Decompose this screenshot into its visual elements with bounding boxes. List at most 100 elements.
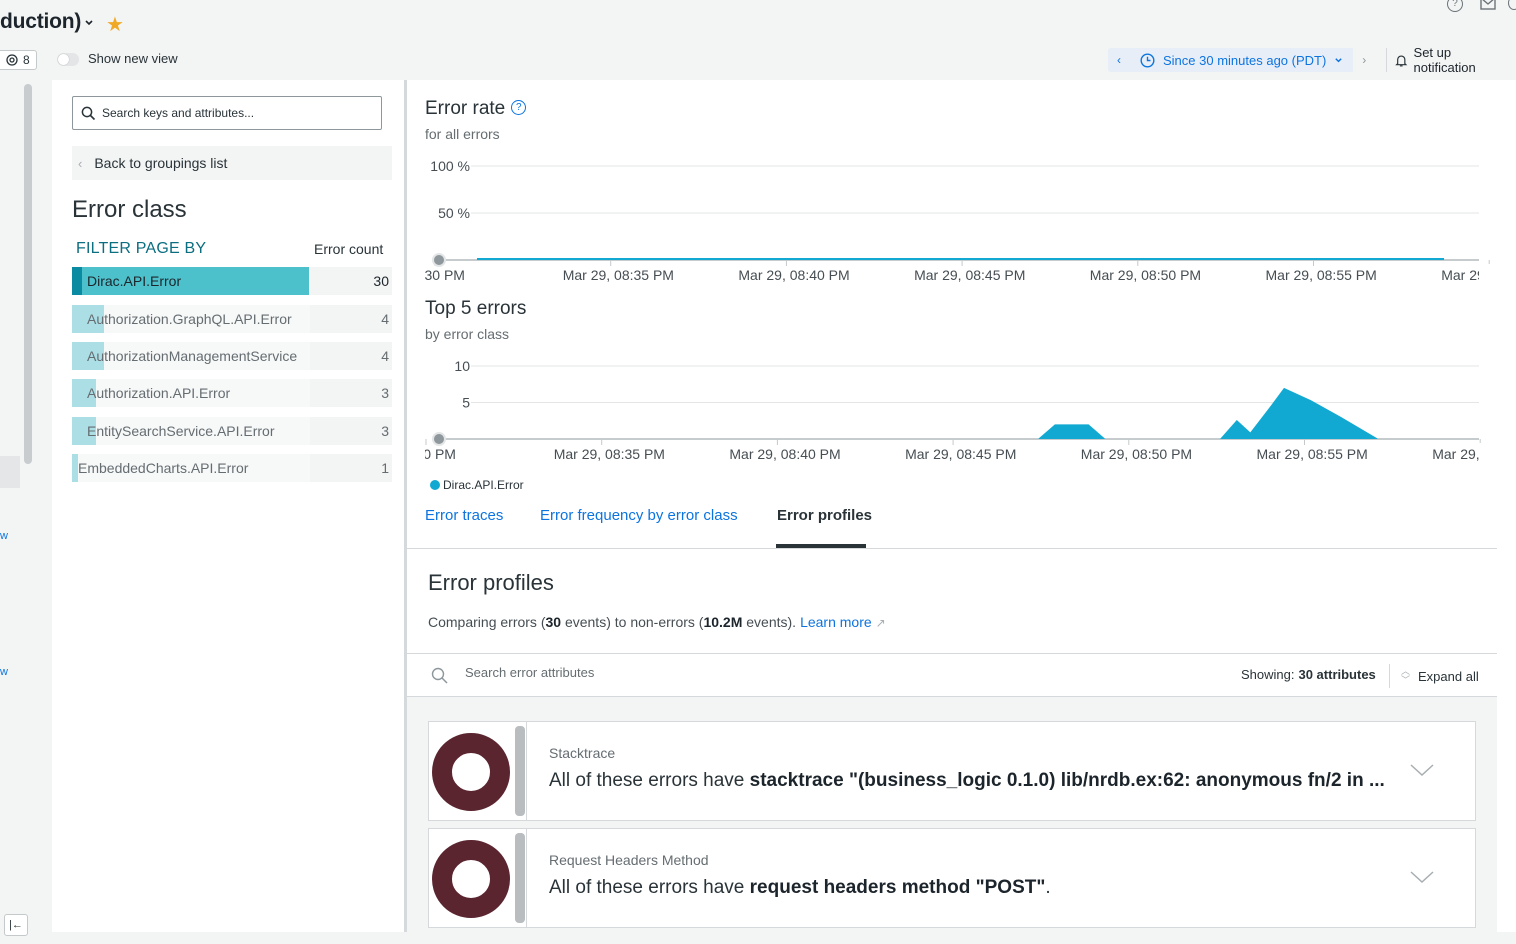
filter-row[interactable]: Authorization.GraphQL.API.Error 4 [72, 305, 392, 333]
show-new-view-label: Show new view [88, 51, 178, 66]
error-profile-card[interactable]: Request Headers Method All of these error… [428, 828, 1476, 928]
panel-resize-handle[interactable] [404, 80, 407, 932]
axis-mask [1479, 443, 1497, 465]
filter-row[interactable]: EmbeddedCharts.API.Error 1 [72, 454, 392, 482]
filter-count: 1 [381, 460, 389, 476]
error-attribute-search-bar: Showing:30 attributes ︿﹀ Expand all [407, 653, 1497, 697]
card-divider [526, 722, 527, 820]
error-rate-title: Error rate [425, 98, 506, 119]
tab-error-profiles[interactable]: Error profiles [777, 507, 873, 524]
tabs-divider [407, 548, 1497, 549]
drag-handle[interactable] [515, 833, 525, 923]
x-tick-label: Mar 29, 08:45 PM [905, 446, 1016, 462]
search-input[interactable] [102, 106, 362, 120]
entity-badge[interactable]: 8 [0, 50, 37, 70]
time-picker: ‹ Since 30 minutes ago (PDT) › [1108, 48, 1375, 72]
count-cell [310, 454, 392, 482]
filter-row[interactable]: AuthorizationManagementService 4 [72, 342, 392, 370]
chevron-down-icon[interactable] [84, 18, 94, 28]
filter-row[interactable]: Authorization.API.Error 3 [72, 379, 392, 407]
y-tick-label: 100 % [430, 158, 470, 174]
attribute-search[interactable] [72, 96, 382, 130]
set-up-notifications-button[interactable]: Set up notification [1386, 45, 1516, 75]
y-tick-label: 10 [454, 358, 470, 374]
help-icon[interactable]: ? [1447, 0, 1463, 12]
separator [1389, 664, 1390, 688]
filter-count: 30 [373, 273, 389, 289]
chart-origin-marker [432, 253, 446, 267]
count-bar [72, 267, 309, 295]
filter-name: EntitySearchService.API.Error [87, 423, 275, 439]
nav-link-fragment[interactable]: w [0, 530, 8, 542]
mail-icon[interactable] [1480, 0, 1496, 10]
x-tick-label: Mar 29, 08:35 PM [563, 267, 674, 283]
error-count-header: Error count [314, 241, 384, 257]
time-next-button[interactable]: › [1362, 53, 1367, 67]
settings-icon [6, 54, 18, 66]
filter-row[interactable]: Dirac.API.Error 30 [72, 267, 392, 295]
link-icon[interactable] [1508, 0, 1516, 10]
filter-count: 4 [381, 311, 389, 327]
tab-error-traces[interactable]: Error traces [425, 507, 504, 524]
axis-mask [407, 443, 425, 465]
chevron-down-icon[interactable] [1409, 762, 1435, 778]
nav-link-fragment[interactable]: w [0, 666, 8, 678]
donut-chart-icon [432, 733, 510, 811]
chevron-down-icon[interactable] [1409, 869, 1435, 885]
favorite-star-icon[interactable]: ★ [106, 14, 124, 36]
x-tick-label: Mar 29, 08:55 PM [1266, 267, 1377, 283]
tab-error-frequency[interactable]: Error frequency by error class [540, 507, 738, 524]
card-divider [526, 829, 527, 927]
scrollbar[interactable] [24, 84, 32, 464]
row-marker [72, 417, 78, 445]
filter-count: 3 [381, 423, 389, 439]
help-icon[interactable]: ? [511, 100, 527, 115]
y-tick-label: 5 [462, 395, 470, 411]
x-tick-label: Mar 29, 08:55 PM [1257, 446, 1368, 462]
time-prev-button[interactable]: ‹ [1108, 48, 1130, 72]
show-new-view-toggle[interactable] [57, 53, 79, 66]
filter-name: EmbeddedCharts.API.Error [78, 460, 249, 476]
filter-page-by-label: FILTER PAGE BY [76, 240, 207, 257]
attribute-summary: All of these errors have stacktrace "(bu… [549, 770, 1385, 791]
x-tick-label: Mar 29, 08:40 PM [738, 267, 849, 283]
search-icon [81, 106, 96, 120]
error-rate-subtitle: for all errors [425, 126, 500, 142]
page-title[interactable]: duction) [0, 10, 82, 33]
collapse-sidebar-button[interactable]: |← [4, 914, 28, 936]
drag-handle[interactable] [515, 726, 525, 816]
chevron-left-icon: ‹ [78, 155, 83, 171]
count-cell [310, 267, 392, 295]
expand-all-label: Expand all [1418, 668, 1479, 684]
section-title: Error class [72, 196, 187, 223]
axis-mask [1479, 264, 1497, 286]
chart-legend[interactable]: Dirac.API.Error [430, 478, 524, 492]
bell-icon [1395, 54, 1408, 66]
row-marker [72, 267, 82, 295]
back-to-groupings-link[interactable]: ‹ Back to groupings list [72, 146, 392, 180]
learn-more-link[interactable]: Learn more [800, 614, 872, 630]
back-link-label: Back to groupings list [94, 155, 228, 171]
expand-all-button[interactable]: ︿ ﹀ Expand all [1401, 660, 1479, 692]
attribute-summary: All of these errors have request headers… [549, 877, 1051, 898]
error-profile-card[interactable]: Stacktrace All of these errors have stack… [428, 721, 1476, 821]
donut-chart-icon [432, 840, 510, 918]
error-profiles-title: Error profiles [428, 570, 554, 595]
attribute-label: Stacktrace [549, 745, 616, 761]
chart-origin-marker [432, 432, 446, 446]
count-cell [310, 379, 392, 407]
time-range-button[interactable]: Since 30 minutes ago (PDT) [1130, 48, 1354, 72]
filter-row[interactable]: EntitySearchService.API.Error 3 [72, 417, 392, 445]
row-marker [72, 454, 78, 482]
series-area[interactable] [455, 387, 1466, 439]
count-cell [310, 342, 392, 370]
showing-count: Showing: 30 attributes [1241, 667, 1376, 682]
filter-name: AuthorizationManagementService [87, 348, 298, 364]
attribute-label: Request Headers Method [549, 852, 709, 868]
nav-highlight [0, 456, 20, 488]
error-rate-chart[interactable]: 100 %50 %08:30 PM Mar 29, 08:35 PM Mar 29,… [407, 150, 1497, 290]
count-cell [310, 417, 392, 445]
axis-mask [407, 264, 425, 286]
error-attributes-search-input[interactable] [465, 665, 865, 680]
